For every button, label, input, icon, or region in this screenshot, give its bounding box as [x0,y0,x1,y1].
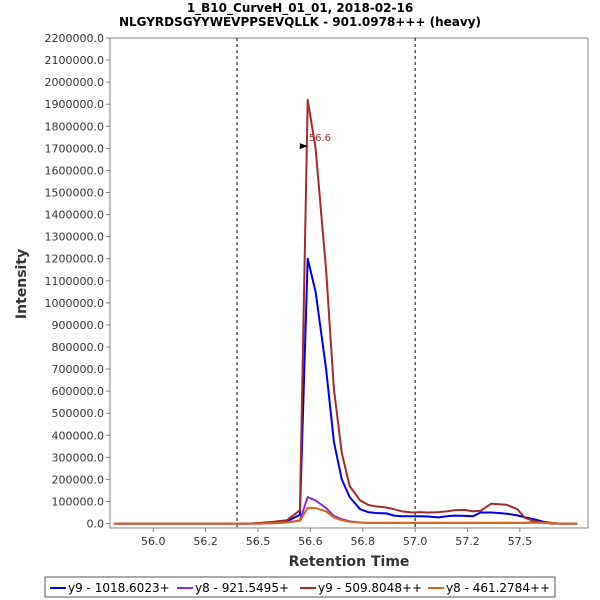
legend-label: y8 - 921.5495+ [195,581,289,595]
x-tick-label: 57.5 [508,535,533,548]
y-tick-label: 1200000.0 [45,253,105,266]
y-tick-label: 1900000.0 [45,98,105,111]
y-tick-label: 800000.0 [52,341,105,354]
x-tick-label: 56.5 [246,535,271,548]
y-tick-label: 1700000.0 [45,142,105,155]
y-tick-label: 500000.0 [52,407,105,420]
legend-label: y9 - 1018.6023+ [68,581,170,595]
y-tick-label: 1400000.0 [45,209,105,222]
y-tick-label: 300000.0 [52,451,105,464]
y-tick-label: 900000.0 [52,319,105,332]
y-tick-label: 2100000.0 [45,54,105,67]
y-tick-label: 200000.0 [52,473,105,486]
y-tick-label: 1100000.0 [45,275,105,288]
series-line-4 [113,506,578,525]
y-tick-label: 1000000.0 [45,297,105,310]
x-tick-label: 56.0 [141,535,166,548]
y-axis-label: Intensity [14,249,30,319]
y-tick-label: 1600000.0 [45,164,105,177]
y-tick-label: 1800000.0 [45,120,105,133]
y-tick-label: 0.0 [87,518,105,531]
y-axis: 0.0 100000.0 200000.0 300000.0 400000.0 50000… [45,32,110,531]
y-tick-label: 700000.0 [52,363,105,376]
plot-area [109,37,589,529]
x-axis-label: Retention Time [289,554,410,570]
chart-title: 1_B10_CurveH_01_01, 2018-02-16 [187,1,413,16]
peak-label: 56.6 [309,133,331,144]
series-lines [113,98,578,525]
legend-label: y8 - 461.2784++ [446,581,550,595]
integration-boundaries [236,38,416,528]
x-tick-label: 56.2 [193,535,218,548]
peak-annotation: 56.6 [299,133,331,150]
y-tick-label: 1500000.0 [45,187,105,200]
y-tick-label: 600000.0 [52,385,105,398]
x-tick-label: 57.2 [455,535,480,548]
x-tick-label: 56.8 [351,535,376,548]
x-tick-label: 57.0 [403,535,428,548]
y-tick-label: 1300000.0 [45,231,105,244]
peak-marker-icon [299,143,308,150]
y-tick-label: 400000.0 [52,429,105,442]
x-axis: 56.0 56.2 56.5 56.6 56.8 57.0 57.2 57.5 [141,528,532,548]
y-tick-label: 2200000.0 [45,32,105,45]
chart-subtitle: NLGYRDSGYYWEVPPSEVQLLK - 901.0978+++ (he… [119,15,481,29]
legend-label: y9 - 509.8048++ [318,581,422,595]
y-tick-label: 2000000.0 [45,76,105,89]
y-tick-label: 100000.0 [52,496,105,509]
legend: y9 - 1018.6023+ y8 - 921.5495+ y9 - 509.80… [44,576,556,598]
x-tick-label: 56.6 [298,535,323,548]
